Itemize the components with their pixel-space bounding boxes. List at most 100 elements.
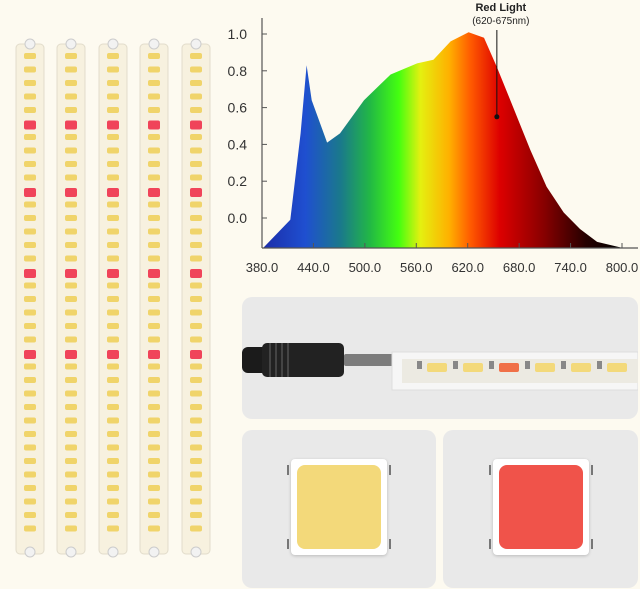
white-led — [24, 174, 36, 181]
white-led — [65, 107, 77, 113]
white-led — [65, 377, 77, 383]
white-led — [24, 512, 36, 518]
white-led — [607, 363, 627, 372]
white-led — [190, 201, 202, 208]
red-led — [24, 269, 36, 278]
white-led — [148, 431, 160, 437]
white-led — [107, 147, 119, 154]
white-led — [190, 309, 202, 316]
white-led — [24, 282, 36, 289]
red-led — [65, 120, 77, 130]
red-led — [107, 120, 119, 130]
x-tick-label: 500.0 — [349, 260, 382, 275]
white-led — [148, 444, 160, 451]
white-led — [107, 161, 119, 167]
white-led — [107, 323, 119, 329]
white-led — [148, 471, 160, 478]
red-led — [107, 350, 119, 359]
annotation-range: (620-675nm) — [472, 16, 529, 27]
red-led — [65, 350, 77, 359]
annotation-dot — [494, 114, 500, 120]
red-led — [107, 269, 119, 278]
white-led — [190, 404, 202, 410]
white-led — [148, 161, 160, 167]
white-led — [190, 242, 202, 248]
y-tick-label: 0.6 — [228, 100, 248, 116]
red-led — [148, 120, 160, 130]
white-led — [107, 525, 119, 532]
white-led — [65, 417, 77, 424]
white-led — [107, 66, 119, 73]
white-led — [65, 323, 77, 329]
white-led — [148, 93, 160, 100]
white-led — [24, 201, 36, 208]
white-led — [107, 53, 119, 59]
white-led — [190, 282, 202, 289]
white-led — [24, 134, 36, 140]
white-led — [65, 525, 77, 532]
white-led — [571, 363, 591, 372]
red-led — [148, 188, 160, 197]
white-led — [107, 93, 119, 100]
x-tick-label: 620.0 — [451, 260, 484, 275]
white-led — [24, 161, 36, 167]
connector-panel — [242, 297, 639, 419]
white-led — [24, 377, 36, 383]
white-led — [107, 417, 119, 424]
white-led — [107, 296, 119, 302]
white-led — [24, 404, 36, 410]
white-led — [107, 282, 119, 289]
white-led — [148, 417, 160, 424]
white-led — [24, 390, 36, 397]
white-led — [65, 228, 77, 235]
white-led — [65, 471, 77, 478]
white-led — [65, 80, 77, 86]
white-led — [190, 228, 202, 235]
x-tick-label: 560.0 — [400, 260, 433, 275]
white-led — [65, 242, 77, 248]
white-led — [107, 255, 119, 262]
white-led — [107, 242, 119, 248]
white-led — [65, 201, 77, 208]
white-led — [190, 498, 202, 505]
red-led — [148, 350, 160, 359]
white-led — [107, 228, 119, 235]
white-led — [65, 255, 77, 262]
white-led — [107, 215, 119, 221]
white-led — [24, 66, 36, 73]
white-led — [148, 377, 160, 383]
white-led — [24, 323, 36, 329]
red-led-chip — [488, 459, 593, 555]
white-led — [190, 323, 202, 329]
white-led — [24, 255, 36, 262]
white-led — [190, 390, 202, 397]
red-led — [65, 188, 77, 197]
white-led — [190, 336, 202, 343]
white-led — [148, 323, 160, 329]
x-tick-label: 800.0 — [606, 260, 639, 275]
red-led — [148, 269, 160, 278]
white-led — [148, 296, 160, 302]
white-led — [535, 363, 555, 372]
spectrum-chart: 380.0 440.0 500.0 560.0 620.0 680.0 740.0 800.0… — [228, 2, 639, 275]
white-led — [190, 147, 202, 154]
white-led — [190, 80, 202, 86]
white-led — [107, 201, 119, 208]
white-led-chip — [287, 459, 391, 555]
white-led — [148, 201, 160, 208]
white-led — [148, 282, 160, 289]
white-led — [24, 417, 36, 424]
white-led — [65, 336, 77, 343]
white-led — [148, 404, 160, 410]
white-led — [65, 147, 77, 154]
white-led — [148, 174, 160, 181]
white-led — [65, 53, 77, 59]
white-led — [190, 377, 202, 383]
white-led — [148, 215, 160, 221]
white-led — [148, 107, 160, 113]
white-led — [65, 485, 77, 491]
white-led — [24, 336, 36, 343]
white-led — [107, 458, 119, 464]
white-led — [190, 255, 202, 262]
white-led — [427, 363, 447, 372]
